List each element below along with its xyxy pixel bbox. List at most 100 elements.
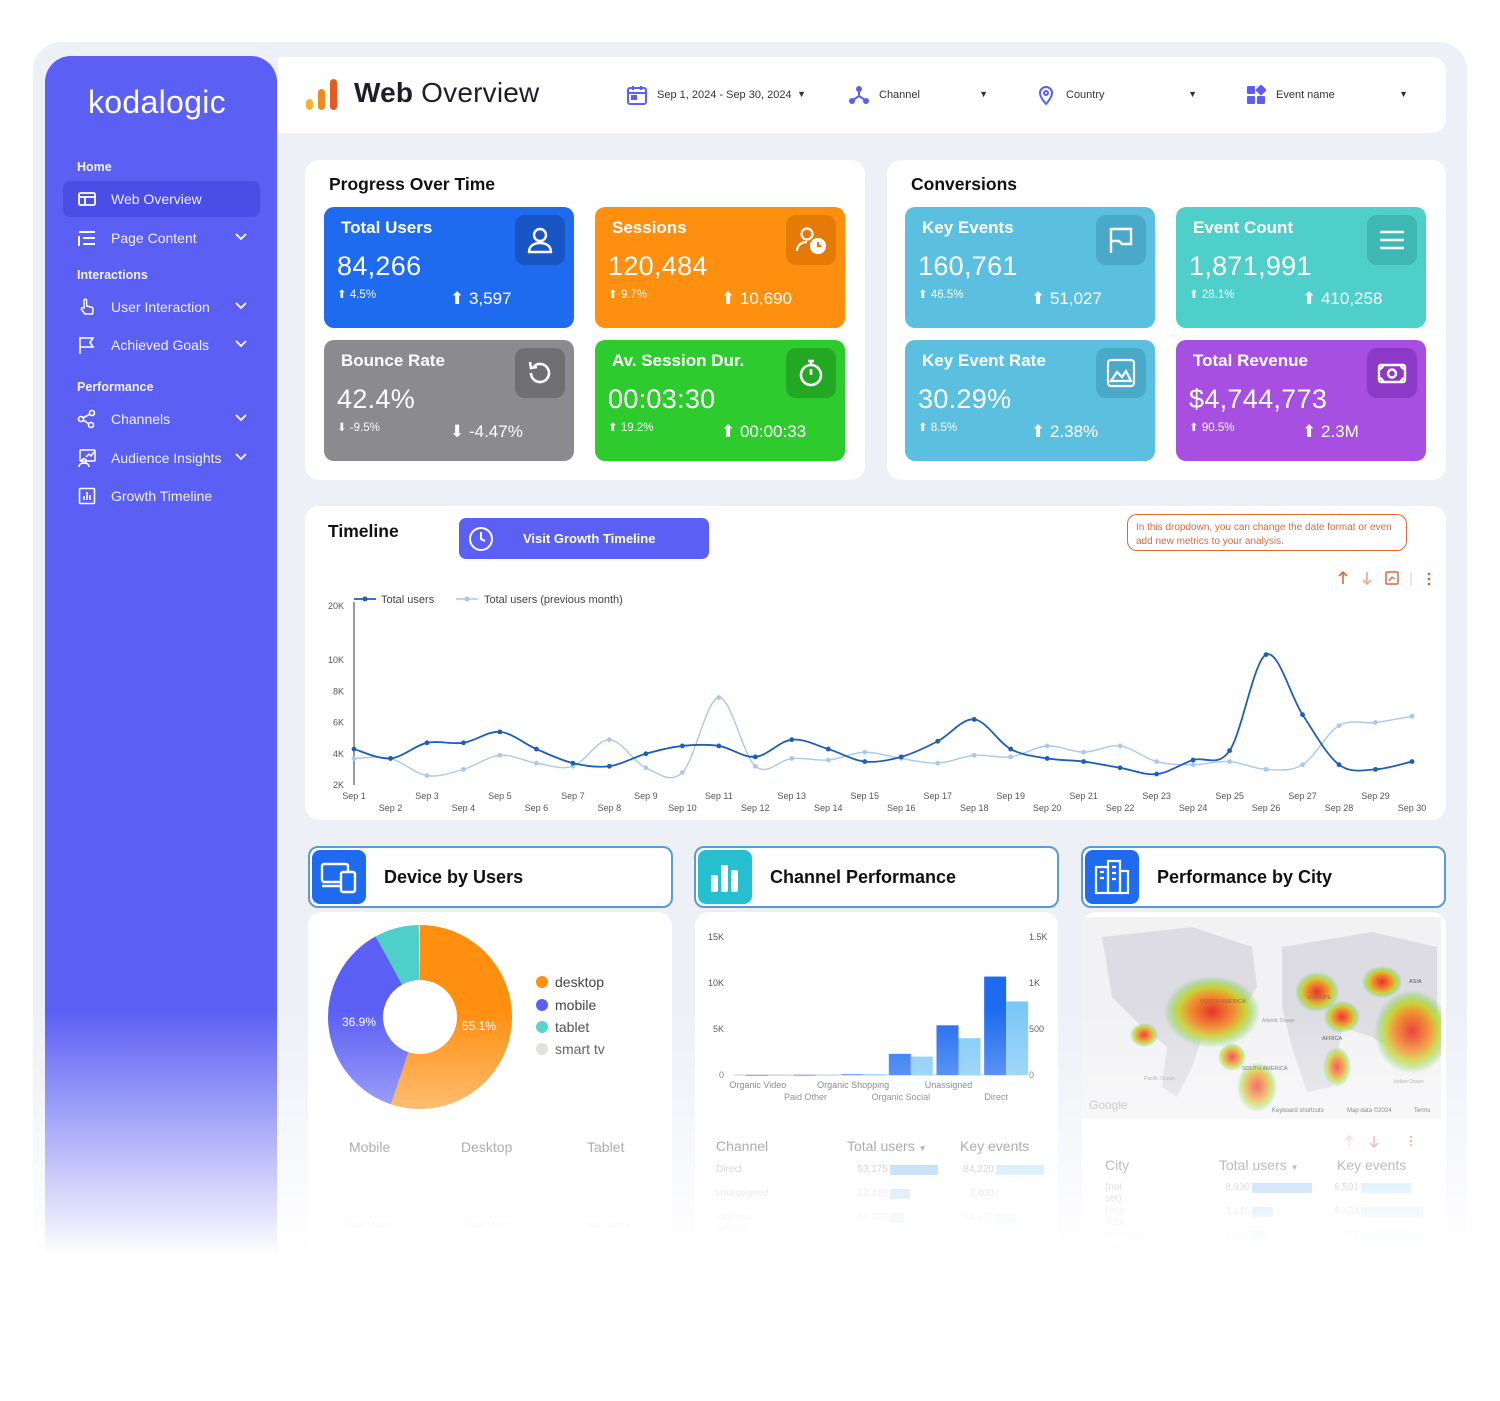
data-point: [351, 756, 357, 761]
bar-total-users: [841, 1074, 864, 1075]
device-sub-label: Total Users: [343, 1220, 394, 1231]
bar-key-events: [910, 1056, 933, 1075]
sidebar-item-web-overview[interactable]: Web Overview: [63, 181, 260, 217]
row-name: Direct: [716, 1164, 743, 1175]
total-users-sort-header[interactable]: Total users ▼: [847, 1138, 927, 1154]
kpi-key-event-rate[interactable]: Key Event Rate 30.29% ⬆ 8.5% ⬆ 2.38%: [905, 340, 1155, 461]
data-point: [606, 763, 612, 769]
data-point: [497, 752, 503, 758]
stopwatch-icon: [786, 348, 836, 398]
events-bar: [996, 1213, 1016, 1223]
bar-key-events: [815, 1074, 838, 1076]
kpi-total-revenue[interactable]: Total Revenue $4,744,773 ⬆ 90.5% ⬆ 2.3M: [1176, 340, 1426, 461]
legend-marker: [464, 596, 470, 602]
x-tick-label: Sep 27: [1288, 791, 1317, 801]
data-point: [1190, 762, 1196, 768]
legend-label-total-users: Total users: [381, 594, 435, 606]
button-label: Visit Growth Timeline: [523, 531, 656, 546]
bar-total-users: [745, 1074, 768, 1076]
more-options-icon[interactable]: [1409, 1135, 1413, 1147]
kpi-label: Total Revenue: [1193, 351, 1308, 370]
x-category-label: Unassigned: [925, 1080, 973, 1090]
kpi-event-count[interactable]: Event Count 1,871,991 ⬆ 28.1% ⬆ 410,258: [1176, 207, 1426, 328]
kpi-percent: ⬆ 28.1%: [1189, 289, 1235, 301]
users-bar: [890, 1189, 911, 1199]
map-label-io: Indian Ocean: [1394, 1079, 1424, 1085]
data-point: [1044, 756, 1050, 761]
visit-growth-timeline-button[interactable]: Visit Growth Timeline: [459, 518, 709, 559]
channel-filter[interactable]: Channel ▼: [848, 77, 988, 113]
y-tick-label: 6K: [333, 718, 344, 728]
event-filter-label: Event name: [1276, 89, 1335, 101]
kpi-key-events[interactable]: Key Events 160,761 ⬆ 46.5% ⬆ 51,027: [905, 207, 1155, 328]
sidebar-item-achieved-goals[interactable]: Achieved Goals: [63, 327, 260, 363]
legend-swatch: [536, 1021, 548, 1033]
y-tick-label: 10K: [328, 655, 344, 665]
x-tick-label: Sep 20: [1033, 803, 1062, 813]
x-tick-label: Sep 21: [1069, 791, 1098, 801]
country-filter[interactable]: Country ▼: [1035, 77, 1197, 113]
date-range-filter[interactable]: Sep 1, 2024 - Sep 30, 2024 ▼: [626, 77, 806, 113]
sidebar-item-label: Channels: [111, 411, 171, 427]
top-bar: Web Overview Sep 1, 2024 - Sep 30, 2024 …: [278, 57, 1446, 133]
kpi-sessions[interactable]: Sessions 120,484 ⬆ 9.7% ⬆ 10,690: [595, 207, 845, 328]
x-tick-label: Sep 14: [814, 803, 843, 813]
x-tick-label: Sep 8: [598, 803, 622, 813]
sidebar-item-growth-timeline[interactable]: Growth Timeline: [63, 478, 260, 514]
conversions-title: Conversions: [911, 174, 1017, 194]
more-options-icon[interactable]: [1427, 572, 1431, 586]
data-point: [971, 752, 977, 758]
sidebar-item-label: Web Overview: [111, 191, 202, 207]
sort-up-icon[interactable]: [1338, 570, 1348, 584]
events-bar: [996, 1189, 998, 1199]
sort-down-icon[interactable]: [1362, 572, 1372, 586]
sidebar-item-user-interaction[interactable]: User Interaction: [63, 289, 260, 325]
sort-up-icon[interactable]: [1344, 1135, 1354, 1147]
data-point: [1300, 762, 1305, 768]
pie-slice-tablet: [375, 925, 420, 985]
area-chart-icon: [1096, 348, 1146, 398]
kpi-value: 1,871,991: [1189, 251, 1312, 281]
kpi-label: Sessions: [612, 218, 687, 237]
kpi-value: 84,266: [337, 251, 422, 281]
list-icon: [78, 231, 95, 246]
bar-total-users: [793, 1074, 816, 1076]
kpi-avg-session-duration[interactable]: Av. Session Dur. 00:03:30 ⬆ 19.2% ⬆ 00:0…: [595, 340, 845, 461]
kpi-delta: ⬆ 51,027: [1031, 289, 1102, 308]
x-tick-label: Sep 18: [960, 803, 989, 813]
x-tick-label: Sep 10: [668, 803, 697, 813]
x-tick-label: Sep 11: [705, 791, 733, 801]
data-point: [1409, 713, 1415, 719]
x-tick-label: Sep 23: [1142, 791, 1171, 801]
section-title: Device by Users: [384, 866, 524, 887]
sidebar-item-label: Page Content: [111, 230, 197, 246]
data-point: [679, 770, 685, 775]
data-point: [935, 738, 941, 744]
row-events: 8,434: [1333, 1206, 1359, 1217]
kpi-delta: ⬇ -4.47%: [450, 422, 523, 441]
left-axis-tick: 10K: [708, 978, 724, 988]
sidebar-item-page-content[interactable]: Page Content: [63, 220, 260, 256]
x-tick-label: Sep 24: [1179, 803, 1208, 813]
kpi-total-users[interactable]: Total Users 84,266 ⬆ 4.5% ⬆ 3,597: [324, 207, 574, 328]
x-tick-label: Sep 9: [634, 791, 658, 801]
data-point: [570, 760, 576, 766]
channel-icon: [849, 86, 869, 104]
city-total-users-sort-header[interactable]: Total users ▼: [1219, 1157, 1299, 1173]
data-point: [534, 746, 539, 752]
map-label-eu: EUROPE: [1308, 995, 1332, 1001]
sidebar-item-audience-insights[interactable]: Audience Insights: [63, 440, 260, 476]
drill-down-icon[interactable]: [1385, 571, 1399, 585]
kpi-label: Key Event Rate: [922, 351, 1046, 370]
user-icon: [515, 215, 565, 265]
x-tick-label: Sep 12: [741, 803, 770, 813]
sort-down-icon[interactable]: [1369, 1136, 1379, 1148]
row-events: 6,591: [1333, 1182, 1359, 1193]
sidebar-item-channels[interactable]: Channels: [63, 401, 260, 437]
event-name-filter[interactable]: Event name ▼: [1245, 77, 1408, 113]
kpi-bounce-rate[interactable]: Bounce Rate 42.4% ⬇ -9.5% ⬇ -4.47%: [324, 340, 574, 461]
row-events: 13,950: [963, 1236, 994, 1247]
city-heatmap[interactable]: NORTH AMERICA EUROPE AFRICA ASIA SOUTH A…: [1082, 917, 1441, 1119]
data-point: [606, 737, 612, 743]
data-point: [716, 695, 722, 700]
